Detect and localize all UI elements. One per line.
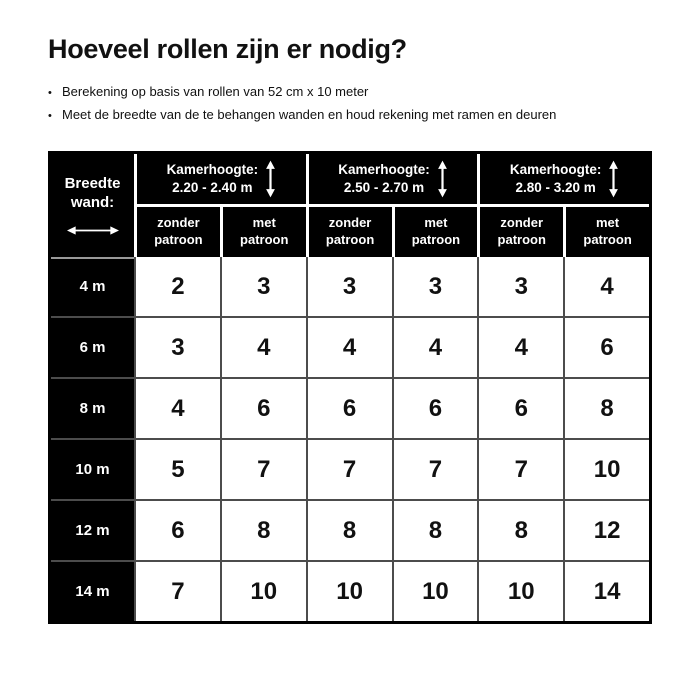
row-label: 14 m xyxy=(51,562,134,621)
value-cell: 6 xyxy=(307,379,392,438)
value-cell: 7 xyxy=(221,440,306,499)
group-header-text: Kamerhoogte: 2.80 - 3.20 m xyxy=(510,161,602,197)
group-header-2: Kamerhoogte: 2.50 - 2.70 m xyxy=(308,154,478,204)
notes-list: • Berekening op basis van rollen van 52 … xyxy=(48,81,652,127)
value-cell: 6 xyxy=(221,379,306,438)
height-arrow-icon xyxy=(266,160,275,198)
value-cell: 7 xyxy=(307,440,392,499)
note-item: • Berekening op basis van rollen van 52 … xyxy=(48,81,652,104)
row-label: 6 m xyxy=(51,318,134,377)
note-text: Berekening op basis van rollen van 52 cm… xyxy=(62,84,369,99)
subheader-with-pattern: met patroon xyxy=(566,207,649,257)
value-cell: 8 xyxy=(307,501,392,560)
value-cell: 10 xyxy=(479,562,564,621)
value-cell: 4 xyxy=(221,318,306,377)
value-cell: 10 xyxy=(393,562,478,621)
value-cell: 2 xyxy=(136,257,220,316)
value-cell: 4 xyxy=(393,318,478,377)
value-cell: 4 xyxy=(565,257,649,316)
group-header-text: Kamerhoogte: 2.50 - 2.70 m xyxy=(338,161,430,197)
group-label: Kamerhoogte: xyxy=(338,161,430,177)
value-cell: 3 xyxy=(136,318,220,377)
row-label: 10 m xyxy=(51,440,134,499)
corner-header-cell: Breedte wand: xyxy=(51,154,134,257)
row-label: 12 m xyxy=(51,501,134,560)
table-header: Breedte wand: Kamerhoogte: 2.20 - 2.40 m xyxy=(51,154,649,257)
value-cell: 8 xyxy=(221,501,306,560)
value-cell: 3 xyxy=(393,257,478,316)
value-cell: 4 xyxy=(307,318,392,377)
value-cell: 8 xyxy=(479,501,564,560)
subheader-with-pattern: met patroon xyxy=(222,207,306,257)
value-cell: 3 xyxy=(307,257,392,316)
subheader-with-pattern: met patroon xyxy=(394,207,478,257)
row-label: 4 m xyxy=(51,257,134,316)
value-cell: 10 xyxy=(565,440,649,499)
rolls-needed-table: Breedte wand: Kamerhoogte: 2.20 - 2.40 m xyxy=(48,151,652,624)
value-cell: 5 xyxy=(136,440,220,499)
value-cell: 6 xyxy=(136,501,220,560)
value-cell: 4 xyxy=(479,318,564,377)
page-title: Hoeveel rollen zijn er nodig? xyxy=(48,34,407,64)
subheader-without-pattern: zonder patroon xyxy=(308,207,392,257)
value-cell: 10 xyxy=(307,562,392,621)
value-cell: 6 xyxy=(393,379,478,438)
group-header-3: Kamerhoogte: 2.80 - 3.20 m xyxy=(480,154,649,204)
group-header-text: Kamerhoogte: 2.20 - 2.40 m xyxy=(167,161,259,197)
bullet-icon: • xyxy=(48,87,52,99)
group-label: Kamerhoogte: xyxy=(166,161,259,177)
group-range: 2.80 - 3.20 m xyxy=(515,180,596,195)
corner-header-label: Breedte wand: xyxy=(64,175,121,211)
group-label: Kamerhoogte: xyxy=(509,161,602,177)
subheader-without-pattern: zonder patroon xyxy=(137,207,220,257)
value-cell: 7 xyxy=(479,440,564,499)
value-cell: 10 xyxy=(221,562,306,621)
group-header-1: Kamerhoogte: 2.20 - 2.40 m xyxy=(137,154,306,204)
height-arrow-icon xyxy=(437,160,447,198)
value-cell: 8 xyxy=(393,501,478,560)
value-cell: 4 xyxy=(136,379,220,438)
group-range: 2.50 - 2.70 m xyxy=(343,180,425,195)
value-cell: 8 xyxy=(565,379,649,438)
value-cell: 3 xyxy=(221,257,306,316)
value-cell: 7 xyxy=(393,440,478,499)
table-body: 4 m 2 3 3 3 3 4 6 m 3 4 4 4 4 6 8 m 4 6 … xyxy=(51,257,649,621)
group-range: 2.20 - 2.40 m xyxy=(172,180,253,195)
note-item: • Meet de breedte van de te behangen wan… xyxy=(48,104,652,127)
value-cell: 12 xyxy=(565,501,649,560)
width-arrow-icon xyxy=(66,226,119,235)
value-cell: 3 xyxy=(479,257,564,316)
value-cell: 7 xyxy=(136,562,220,621)
page: Hoeveel rollen zijn er nodig? • Berekeni… xyxy=(48,34,652,624)
bullet-icon: • xyxy=(48,110,52,122)
value-cell: 6 xyxy=(479,379,564,438)
subheader-without-pattern: zonder patroon xyxy=(480,207,564,257)
row-label: 8 m xyxy=(51,379,134,438)
note-text: Meet de breedte van de te behangen wande… xyxy=(62,107,557,122)
height-arrow-icon xyxy=(609,160,619,198)
value-cell: 6 xyxy=(565,318,649,377)
value-cell: 14 xyxy=(565,562,649,621)
